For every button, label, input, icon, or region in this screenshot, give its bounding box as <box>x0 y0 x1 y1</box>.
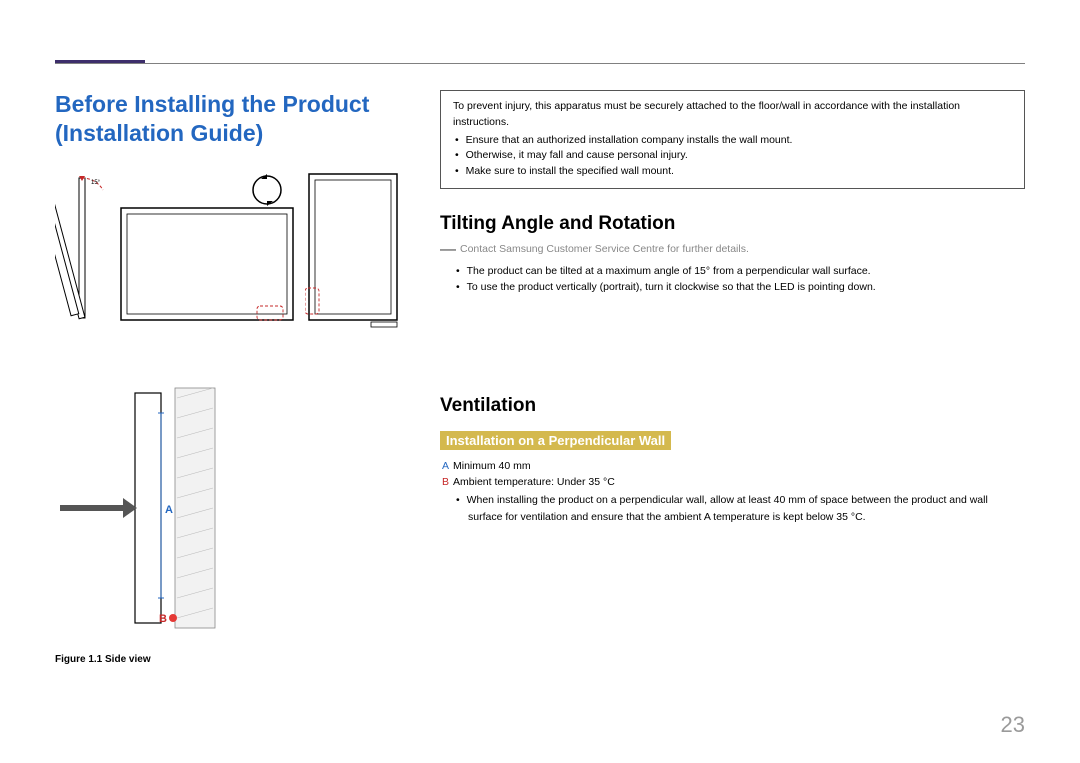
list-item: To use the product vertically (portrait)… <box>468 279 1025 295</box>
page-title: Before Installing the Product (Installat… <box>55 90 385 148</box>
warning-item: Make sure to install the specified wall … <box>467 164 1012 180</box>
tilt-bullets: The product can be tilted at a maximum a… <box>440 263 1025 296</box>
portrait-diagram <box>305 168 401 328</box>
warning-lead: To prevent injury, this apparatus must b… <box>453 99 1012 131</box>
left-column: Before Installing the Product (Installat… <box>55 90 385 665</box>
rotation-diagram <box>117 168 297 328</box>
perpendicular-subheading: Installation on a Perpendicular Wall <box>440 431 671 450</box>
tilt-diagram: 15° <box>55 168 109 328</box>
side-view-figure: A B Figure 1.1 Side view <box>55 383 385 665</box>
warning-box: To prevent injury, this apparatus must b… <box>440 90 1025 189</box>
side-view-a-label: A <box>165 504 173 516</box>
page-number: 23 <box>1001 712 1025 738</box>
ventilation-heading: Ventilation <box>440 395 1025 417</box>
right-column: To prevent injury, this apparatus must b… <box>440 90 1025 665</box>
diagram-row: 15° <box>55 168 385 328</box>
ventilation-bullets: When installing the product on a perpend… <box>440 492 1025 525</box>
warning-item: Otherwise, it may fall and cause persona… <box>467 148 1012 164</box>
tilt-heading: Tilting Angle and Rotation <box>440 213 1025 235</box>
ventilation-b-line: BAmbient temperature: Under 35 °C <box>442 476 1025 488</box>
list-item: When installing the product on a perpend… <box>468 492 1025 525</box>
list-item: The product can be tilted at a maximum a… <box>468 263 1025 279</box>
side-view-b-label: B <box>159 613 167 625</box>
tilt-angle-label: 15° <box>91 180 101 186</box>
ventilation-a-line: AMinimum 40 mm <box>442 460 1025 472</box>
warning-item: Ensure that an authorized installation c… <box>467 133 1012 149</box>
header-rule <box>55 63 1025 64</box>
tilt-note: ―Contact Samsung Customer Service Centre… <box>440 241 1025 259</box>
figure-caption: Figure 1.1 Side view <box>55 654 385 665</box>
